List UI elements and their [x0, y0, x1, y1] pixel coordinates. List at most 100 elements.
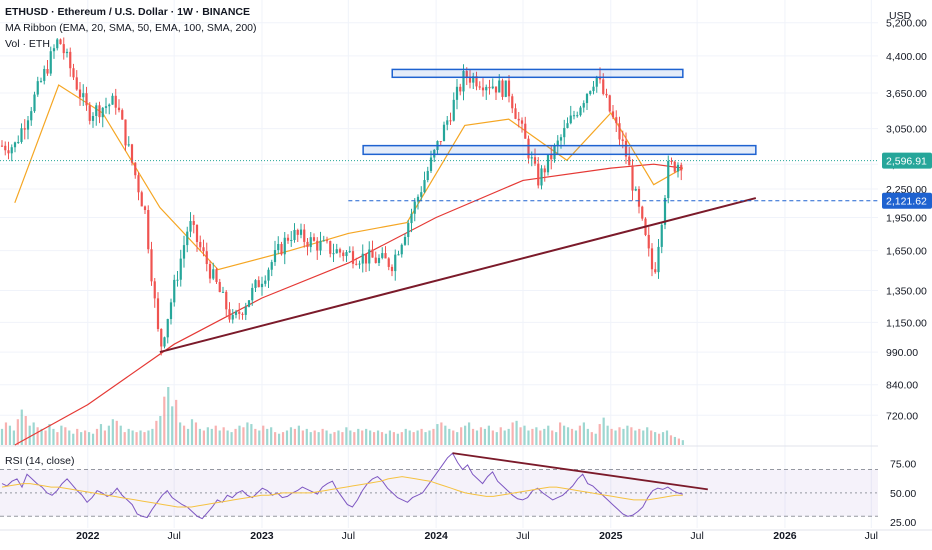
candle-body: [46, 69, 49, 74]
candle-body: [371, 249, 374, 258]
drawing-annotations[interactable]: [0, 68, 878, 354]
volume-bar: [293, 428, 297, 445]
volume-bar: [325, 430, 328, 445]
candle-body: [472, 76, 475, 83]
volume-bar: [131, 430, 134, 445]
candle-body: [628, 156, 631, 166]
volume-bar: [230, 432, 233, 445]
candle-body: [212, 269, 215, 279]
volume-bar: [226, 430, 229, 445]
volume-bar: [12, 430, 15, 445]
volume-bar: [155, 420, 158, 445]
volume-bar: [123, 432, 126, 445]
volume-bar: [167, 387, 170, 445]
price-axis[interactable]: USD5,200.004,400.003,650.003,050.002,550…: [878, 0, 932, 550]
ma-ribbon-legend[interactable]: MA Ribbon (EMA, 20, SMA, 50, EMA, 100, S…: [5, 22, 257, 34]
candle-body: [98, 105, 101, 118]
volume-bar: [151, 428, 154, 445]
rsi-pane: [0, 445, 932, 520]
price-tick-label: 720.00: [886, 410, 918, 422]
candle-body: [452, 99, 455, 121]
time-axis[interactable]: 2022 Jul 2023 Jul 2024 Jul 2025 Jul 2026 Jul: [0, 529, 932, 542]
candle-body: [293, 229, 296, 240]
candle-body: [91, 116, 95, 121]
candle-body: [394, 254, 397, 272]
volume-bar: [448, 428, 451, 445]
volume-bar: [353, 432, 356, 445]
candle-body: [312, 237, 316, 241]
volume-bar: [64, 427, 67, 445]
candle-body: [550, 153, 553, 160]
volume-bar: [234, 428, 237, 445]
volume-bar: [487, 425, 490, 445]
volume-bar: [262, 425, 265, 445]
candle-body: [358, 263, 361, 265]
ema20-line: [14, 84, 684, 271]
volume-bar: [194, 422, 198, 445]
rsi-legend[interactable]: RSI (14, close): [5, 455, 75, 467]
candle-body: [361, 253, 364, 264]
candle-body: [247, 300, 251, 307]
candle-body: [641, 206, 644, 219]
candle-body: [319, 240, 322, 251]
volume-bar: [119, 425, 122, 445]
volume-bar: [147, 430, 150, 445]
volume-bar: [606, 425, 609, 445]
volume-bar: [432, 428, 435, 445]
candle-body: [192, 221, 195, 225]
volume-bar: [309, 432, 312, 445]
rsi-tick-label: 75.00: [890, 459, 916, 471]
volume-bar: [598, 424, 601, 445]
candle-body: [537, 163, 540, 186]
volume-bar: [91, 433, 95, 445]
time-tick-label: Jul: [167, 530, 180, 542]
candle-body: [160, 328, 163, 347]
candle-body: [546, 153, 550, 173]
price-tick-label: 1,150.00: [886, 317, 927, 329]
candle-body: [670, 160, 673, 162]
candle-body: [654, 269, 657, 273]
candle-body: [650, 248, 654, 270]
candle-body: [572, 115, 576, 117]
support-price-tag: [882, 192, 932, 209]
candle-body: [449, 120, 452, 122]
candle-body: [387, 258, 390, 267]
volume-bar: [602, 417, 605, 445]
volume-bar: [321, 428, 324, 445]
rsi-ma-line: [1, 476, 683, 508]
volume-bar: [404, 428, 407, 445]
volume-bar: [99, 424, 103, 445]
candle-body: [615, 117, 618, 124]
volume-bar: [547, 425, 550, 445]
volume-bar: [297, 425, 300, 445]
candle-body: [23, 128, 26, 130]
volume-bar: [277, 433, 281, 445]
candle-body: [137, 175, 140, 193]
volume-bar: [206, 427, 209, 445]
candle-body: [569, 115, 572, 124]
candle-body: [52, 48, 56, 52]
candle-body: [169, 302, 173, 320]
volume-bar: [535, 427, 538, 445]
candle-body: [355, 263, 358, 265]
candle-body: [127, 144, 130, 146]
candle-body: [62, 44, 65, 54]
candle-body: [30, 111, 33, 121]
volume-legend[interactable]: Vol · ETH: [5, 38, 50, 50]
volume-bar: [111, 419, 114, 445]
volume-bar: [400, 432, 403, 445]
last-price-value: 2,596.91: [886, 156, 927, 168]
price-tick-label: 840.00: [886, 380, 918, 392]
volume-bar: [626, 425, 629, 445]
candle-body: [608, 95, 611, 112]
candle-body: [56, 39, 59, 49]
time-tick-label: Jul: [342, 530, 355, 542]
price-tick-label: 1,350.00: [886, 285, 927, 297]
volume-bar: [274, 432, 277, 445]
candle-body: [124, 119, 127, 146]
candle-body: [166, 319, 169, 338]
volume-bar: [127, 428, 130, 445]
volume-bar: [412, 432, 415, 445]
volume-bar: [76, 428, 79, 445]
